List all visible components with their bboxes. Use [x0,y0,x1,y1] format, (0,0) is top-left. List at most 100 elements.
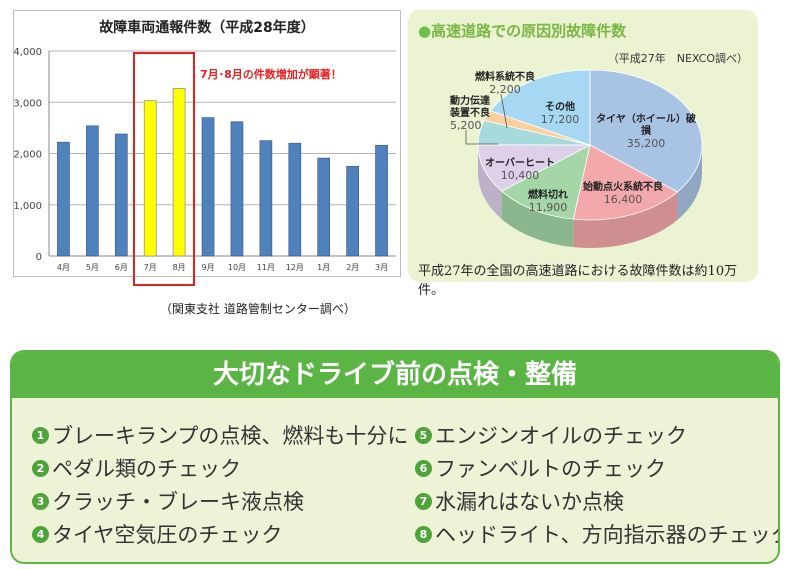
bar-6月 [114,133,128,257]
x-tick-label: 2月 [346,263,359,272]
pie-label-overheat: オーバーヒート 10,400 [480,158,560,182]
bar-chart-plot: 0 1,000 2,000 3,000 4,000 4月 5月 6月 7月 8月 9月 10月 11月 1… [14,47,396,272]
leader-line [500,93,508,129]
checklist-item: 1 ブレーキランプの点検、燃料も十分に [32,420,408,450]
bar-7月 [143,100,157,257]
number-badge-icon: 3 [32,492,49,510]
bar-4月 [57,141,70,257]
checklist-title: 大切なドライブ前の点検・整備 [12,352,778,398]
checklist-item-text: ペダル類のチェック [52,457,241,481]
pie-label-other: その他 17,200 [530,102,590,126]
bar-8月 [172,88,186,257]
checklist-item-text: ブレーキランプの点検、燃料も十分に [52,424,409,448]
pie-slice-その他 [489,69,591,146]
pie-side-燃料切れ [501,191,574,248]
label-value: 2,200 [489,83,521,96]
pie-note: （平成27年 NEXCO調べ） [607,52,748,65]
number-badge-icon: 1 [32,426,49,444]
checklist-item: 2 ペダル類のチェック [32,453,241,483]
leader-line [465,130,498,145]
y-tick-label: 1,000 [14,201,42,212]
label-text: 燃料系統不良 [475,72,535,83]
label-text: 動力伝達装置不良 [450,96,490,119]
x-tick-label: 10月 [228,263,246,272]
checklist-item-text: 水漏れはないか点検 [435,490,624,514]
pie-label-fuel-system: 燃料系統不良 2,200 [470,72,540,96]
label-value: 11,900 [528,201,568,214]
x-tick-label: 5月 [86,263,99,272]
pie-slice-タイヤ（ホイール）破損 [589,69,703,193]
label-value: 10,400 [500,169,540,182]
label-text: オーバーヒート [485,158,555,169]
label-value: 35,200 [626,137,666,150]
label-text: その他 [545,102,575,113]
x-tick-label: 4月 [57,263,70,272]
pie-label-tire: タイヤ（ホイール）破損 35,200 [596,114,696,150]
checklist-item-text: ファンベルトのチェック [435,457,666,481]
bar-12月 [288,142,302,257]
bar-annotation: 7月･8月の件数増加が顕著！ [200,68,342,81]
checklist-item-text: エンジンオイルのチェック [435,424,687,448]
bar-2月 [346,165,359,257]
y-tick-label: 4,000 [14,47,42,58]
number-badge-icon: 2 [32,459,49,477]
pie-chart [465,69,703,249]
number-badge-icon: 7 [415,492,432,510]
highlight-box [133,52,195,286]
label-text: 始動点火系統不良 [583,182,663,193]
label-text: 燃料切れ [528,190,568,201]
pie-side-タイヤ（ホイール）破損 [677,145,702,220]
bar-chart: 故障車両通報件数（平成28年度） 0 1,000 2,000 3,000 4,000 4月… [13,10,401,277]
pie-side-オーバーヒート [478,145,502,220]
x-tick-label: 8月 [173,263,186,272]
bar-1月 [317,157,331,257]
bar-11月 [259,140,273,257]
pie-side-始動点火系統不良 [573,191,678,249]
number-badge-icon: 5 [415,426,432,444]
pie-panel: ●高速道路での原因別故障件数 （平成27年 NEXCO調べ） タイヤ（ホイール）… [408,10,758,298]
checklist-item: 7 水漏れはないか点検 [415,486,624,516]
number-badge-icon: 8 [415,525,432,543]
checklist-item-text: ヘッドライト、方向指示器のチェック [435,523,780,547]
pie-title-text: 高速道路での原因別故障件数 [431,22,627,40]
checklist-item: 8 ヘッドライト、方向指示器のチェック [415,519,780,549]
bar-source: （関東支社 道路管制センター調べ） [160,302,356,316]
x-tick-label: 11月 [257,263,275,272]
bullet-icon: ● [418,22,432,40]
pie-slice-燃料切れ [500,144,591,220]
pie-title: ●高速道路での原因別故障件数 [418,20,626,41]
x-tick-label: 7月 [144,263,157,272]
pie-label-ignition: 始動点火系統不良 16,400 [578,182,668,206]
bar-5月 [86,125,99,257]
bar-3月 [375,144,388,257]
pie-footer: 平成27年の全国の高速道路における故障件数は約10万件。 [418,264,738,298]
checklist-item: 6 ファンベルトのチェック [415,453,666,483]
x-tick-label: 6月 [115,263,128,272]
label-value: 5,200 [450,119,482,132]
x-tick-label: 12月 [286,263,304,272]
bar-10月 [230,121,244,257]
y-tick-label: 0 [36,252,42,263]
number-badge-icon: 6 [415,459,432,477]
checklist-item-text: タイヤ空気圧のチェック [52,523,283,547]
bar-9月 [201,117,215,257]
checklist-item: 4 タイヤ空気圧のチェック [32,519,282,549]
y-tick-label: 3,000 [14,98,42,109]
label-text: タイヤ（ホイール）破損 [596,114,696,137]
y-tick-label: 2,000 [14,150,42,161]
checklist-panel: 大切なドライブ前の点検・整備 1 ブレーキランプの点検、燃料も十分に 2 ペダル類のチ… [10,350,780,564]
bar-chart-title: 故障車両通報件数（平成28年度） [99,20,315,36]
checklist-item: 5 エンジンオイルのチェック [415,420,687,450]
checklist-item-text: クラッチ・ブレーキ液点検 [52,490,304,514]
pie-label-fuel-out: 燃料切れ 11,900 [518,190,578,214]
label-value: 16,400 [603,193,643,206]
pie-label-power: 動力伝達装置不良 5,200 [450,96,490,132]
pie-slice-始動点火系統不良 [572,144,679,221]
x-tick-label: 9月 [201,263,214,272]
label-value: 17,200 [540,113,580,126]
x-tick-label: 3月 [375,263,388,272]
checklist-item: 3 クラッチ・ブレーキ液点検 [32,486,304,516]
pie-slice-オーバーヒート [477,144,591,192]
number-badge-icon: 4 [32,525,49,543]
x-tick-label: 1月 [317,263,330,272]
